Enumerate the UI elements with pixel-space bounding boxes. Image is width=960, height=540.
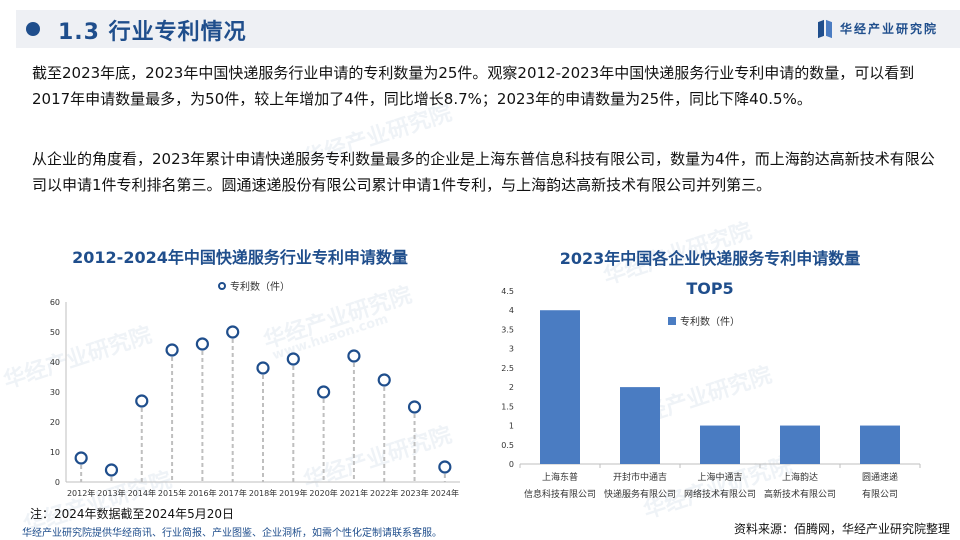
x-tick-label: 2013年	[97, 488, 125, 498]
data-point	[165, 343, 179, 357]
y-tick-label: 3	[509, 345, 514, 354]
footer-source: 资料来源：佰腾网，华经产业研究院整理	[733, 522, 950, 536]
y-tick-label: 60	[50, 298, 60, 307]
y-tick-label: 1	[509, 422, 514, 431]
x-tick-label: 上海东普	[542, 471, 578, 483]
bullet-dot-icon	[26, 22, 40, 36]
y-tick-label: 50	[50, 328, 60, 337]
chart2-legend: 专利数（件）	[668, 313, 740, 328]
bar	[700, 425, 740, 464]
data-point	[377, 373, 391, 387]
header-band	[16, 10, 960, 48]
data-point	[256, 361, 270, 375]
bar	[540, 310, 580, 464]
x-tick-label: 开封市中通吉	[613, 471, 667, 483]
y-tick-label: 30	[50, 388, 60, 397]
chart2-title-line1: 2023年中国各企业快递服务专利申请数量	[559, 249, 861, 268]
y-tick-label: 4	[509, 306, 514, 315]
y-tick-label: 10	[50, 448, 60, 457]
data-point	[438, 460, 452, 474]
paragraph-companies: 从企业的角度看，2023年累计申请快递服务专利数量最多的企业是上海东普信息科技有…	[32, 150, 935, 194]
y-tick-label: 20	[50, 418, 60, 427]
x-tick-label: 网络技术有限公司	[684, 488, 756, 500]
brand: 华经产业研究院	[817, 19, 938, 38]
legend-swatch-icon	[668, 316, 676, 325]
page-title: 1.3 行业专利情况	[58, 20, 247, 45]
x-tick-label: 2022年	[370, 488, 398, 498]
chart2-title-line2: TOP5	[686, 279, 734, 298]
y-tick-label: 2.5	[501, 364, 514, 373]
chart1-legend: 专利数（件）	[218, 278, 290, 293]
data-point	[226, 325, 240, 339]
y-tick-label: 0	[55, 478, 60, 487]
x-tick-label: 2016年	[188, 488, 216, 498]
chart2-title: 2023年中国各企业快递服务专利申请数量 TOP5	[510, 244, 910, 304]
y-tick-label: 40	[50, 358, 60, 367]
data-point	[407, 400, 422, 414]
bar	[780, 425, 820, 464]
chart-note: 注：2024年数据截至2024年5月20日	[30, 507, 234, 521]
x-tick-label: 高新技术有限公司	[764, 488, 836, 500]
x-tick-label: 圆通速递	[862, 471, 898, 483]
data-point	[286, 352, 300, 366]
brand-name: 华经产业研究院	[839, 22, 938, 36]
data-point	[195, 337, 209, 351]
x-tick-label: 有限公司	[862, 488, 898, 500]
y-tick-label: 0	[509, 460, 514, 469]
data-point	[135, 394, 149, 408]
x-tick-label: 2014年	[128, 488, 156, 498]
x-tick-label: 2024年	[431, 488, 459, 498]
y-tick-label: 0.5	[501, 441, 514, 450]
data-point	[347, 349, 361, 363]
brand-logo-icon	[817, 19, 834, 38]
chart1-title: 2012-2024年中国快递服务行业专利申请数量	[72, 248, 408, 267]
x-tick-label: 2012年	[67, 488, 95, 498]
y-tick-label: 3.5	[501, 325, 514, 334]
x-tick-label: 2023年	[400, 488, 428, 498]
bar	[620, 387, 660, 464]
x-tick-label: 2017年	[219, 488, 247, 498]
chart2-bar-chart: 0 0.5 1 1.5 2 2.5 3 3.5 4 4.5 上海东普信息科技有限公司 开封市中通吉快递…	[501, 287, 921, 500]
chart2-legend-label: 专利数（件）	[680, 317, 740, 328]
x-tick-label: 2021年	[340, 488, 368, 498]
y-tick-label: 4.5	[501, 287, 514, 296]
data-point	[104, 463, 119, 477]
y-tick-label: 1.5	[501, 402, 514, 411]
x-tick-label: 2020年	[309, 488, 337, 498]
bar	[860, 425, 900, 464]
x-tick-label: 2018年	[249, 488, 277, 498]
y-tick-label: 2	[509, 383, 514, 392]
footer-promo: 华经产业研究院提供华经商讯、行业简报、产业图鉴、企业洞析，如需个性化定制请联系客…	[22, 528, 442, 539]
paragraph-summary: 截至2023年底，2023年中国快递服务行业申请的专利数量为25件。观察2012…	[32, 64, 915, 108]
x-tick-label: 2019年	[279, 488, 307, 498]
data-point	[74, 451, 88, 465]
x-tick-label: 信息科技有限公司	[524, 488, 596, 500]
x-tick-label: 上海韵达	[782, 471, 818, 483]
chart1-legend-label: 专利数（件）	[230, 282, 290, 293]
x-tick-label: 上海中通吉	[697, 471, 742, 483]
data-point	[317, 385, 331, 399]
x-tick-label: 快递服务有限公司	[604, 488, 676, 500]
x-tick-label: 2015年	[158, 488, 186, 498]
legend-marker-icon	[218, 281, 226, 290]
slide-header: 1.3 行业专利情况 华经产业研究院	[0, 0, 960, 56]
